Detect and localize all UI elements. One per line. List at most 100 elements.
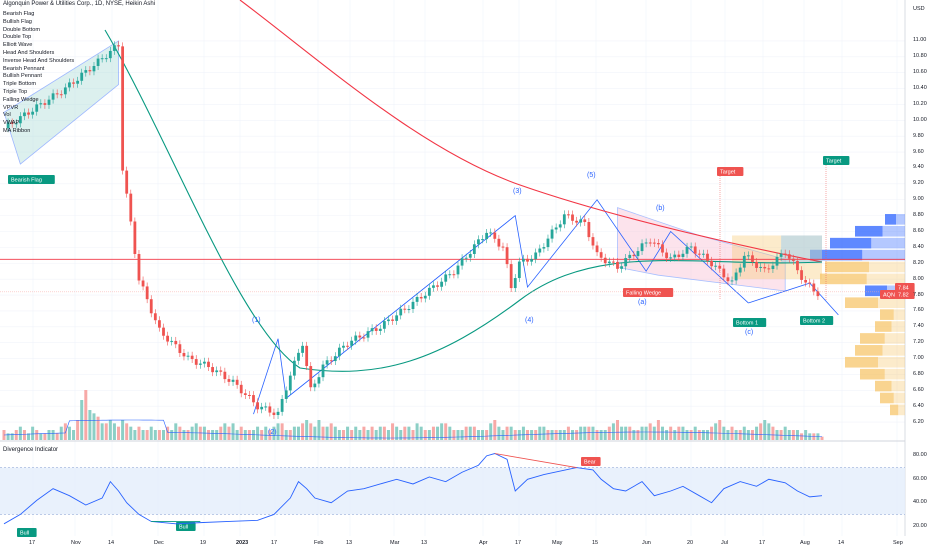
volume-bar bbox=[808, 433, 812, 440]
indicator-item[interactable]: Double Top bbox=[3, 34, 32, 41]
y-tick-label: 10.00 bbox=[913, 116, 927, 123]
indicator-item[interactable]: Head And Shoulders bbox=[3, 49, 55, 56]
volume-bar bbox=[100, 423, 104, 440]
y-tick-label: 10.40 bbox=[913, 85, 927, 92]
candle bbox=[640, 243, 644, 252]
volume-bar bbox=[309, 423, 313, 440]
candle bbox=[162, 327, 165, 336]
volume-bar bbox=[305, 420, 309, 440]
indicator-item[interactable]: Elliott Wave bbox=[3, 42, 33, 49]
candle bbox=[18, 116, 22, 124]
volume-bar bbox=[583, 426, 587, 440]
indicator-item[interactable]: Bullish Flag bbox=[3, 18, 32, 25]
candle bbox=[43, 103, 47, 105]
x-tick-label: Mar bbox=[390, 540, 400, 546]
candle bbox=[579, 219, 583, 223]
volume-bar bbox=[88, 410, 92, 440]
volume-bar bbox=[235, 430, 239, 440]
candle bbox=[411, 301, 415, 310]
candle bbox=[816, 291, 820, 297]
indicator-item[interactable]: Triple Top bbox=[3, 88, 28, 95]
y-tick-label: 8.80 bbox=[913, 212, 924, 219]
wave-label: (2) bbox=[268, 429, 277, 436]
indicator-item[interactable]: Falling Wedge bbox=[3, 96, 39, 103]
candle bbox=[333, 356, 337, 362]
indicator-item[interactable]: Vol bbox=[3, 112, 11, 119]
candle bbox=[665, 252, 668, 259]
indicator-item[interactable]: Bearish Pennant bbox=[3, 65, 45, 72]
volume-bar bbox=[141, 430, 145, 440]
volume-bar bbox=[149, 426, 153, 440]
volume-bar bbox=[366, 430, 370, 440]
candle bbox=[767, 268, 771, 270]
volume-bar bbox=[746, 430, 750, 440]
candle bbox=[227, 379, 231, 382]
x-tick-label: Sep bbox=[893, 540, 903, 546]
candle bbox=[313, 383, 317, 388]
candle bbox=[562, 214, 566, 225]
candle bbox=[775, 256, 779, 266]
volume-bar bbox=[693, 426, 697, 440]
volume-bar bbox=[452, 430, 456, 440]
candle bbox=[481, 239, 484, 241]
indicator-item[interactable]: Bullish Pennant bbox=[3, 73, 42, 80]
candle bbox=[366, 331, 370, 338]
volume-bar bbox=[239, 426, 243, 440]
candle bbox=[436, 285, 439, 287]
candle bbox=[47, 99, 51, 105]
volume-bar bbox=[763, 420, 767, 440]
candle bbox=[542, 247, 546, 249]
volume-bar bbox=[431, 426, 435, 440]
vpvr-bar bbox=[898, 404, 905, 416]
volume-bar bbox=[215, 430, 219, 440]
candle bbox=[88, 70, 92, 72]
x-tick-label: 20 bbox=[687, 540, 694, 546]
vpvr-bar bbox=[880, 392, 894, 404]
volume-bar bbox=[472, 426, 476, 440]
bear-label: Bear bbox=[584, 460, 596, 466]
candle bbox=[55, 93, 59, 95]
candle bbox=[407, 309, 411, 311]
candle bbox=[787, 254, 791, 259]
candle bbox=[546, 238, 550, 248]
indicator-item[interactable]: MA Ribbon bbox=[3, 127, 31, 134]
indicator-item[interactable]: Inverse Head And Shoulders bbox=[3, 57, 75, 64]
ma-long bbox=[239, 0, 823, 263]
candle bbox=[153, 313, 157, 321]
volume-bar bbox=[620, 426, 624, 440]
candle bbox=[661, 244, 664, 253]
bottom1-label: Bottom 1 bbox=[736, 321, 758, 327]
volume-bar bbox=[558, 430, 562, 440]
volume-bar bbox=[301, 423, 305, 440]
x-tick-label: Nov bbox=[71, 540, 81, 546]
divergence-band bbox=[0, 467, 905, 515]
falling-wedge-label-bg bbox=[623, 288, 674, 297]
indicator-item[interactable]: Triple Bottom bbox=[3, 81, 37, 88]
volume-bar bbox=[174, 423, 178, 440]
volume-bar bbox=[358, 430, 362, 440]
x-tick-label: 2023 bbox=[236, 540, 249, 546]
y-tick-label: 8.00 bbox=[913, 275, 924, 282]
volume-bar bbox=[350, 430, 354, 440]
candle bbox=[530, 259, 534, 262]
candle bbox=[76, 80, 80, 84]
candles bbox=[6, 41, 820, 419]
indicator-item[interactable]: VWAP bbox=[3, 120, 20, 127]
candle bbox=[477, 239, 480, 245]
volume-bar bbox=[399, 430, 403, 440]
candle bbox=[595, 245, 599, 253]
candle bbox=[427, 287, 431, 296]
volume-bar bbox=[710, 426, 714, 440]
candle bbox=[207, 361, 210, 368]
bull1-label: Bull bbox=[20, 531, 29, 537]
y-tick-label: 6.20 bbox=[913, 418, 924, 425]
candle bbox=[497, 238, 501, 247]
vpvr-bar bbox=[862, 249, 905, 261]
volume-bar bbox=[701, 430, 705, 440]
volume-bar bbox=[804, 430, 808, 440]
indicator-item[interactable]: VPVR bbox=[3, 104, 19, 111]
indicator-item[interactable]: Bearish Flag bbox=[3, 11, 35, 17]
candle bbox=[415, 296, 419, 302]
indicator-item[interactable]: Double Bottom bbox=[3, 26, 41, 33]
